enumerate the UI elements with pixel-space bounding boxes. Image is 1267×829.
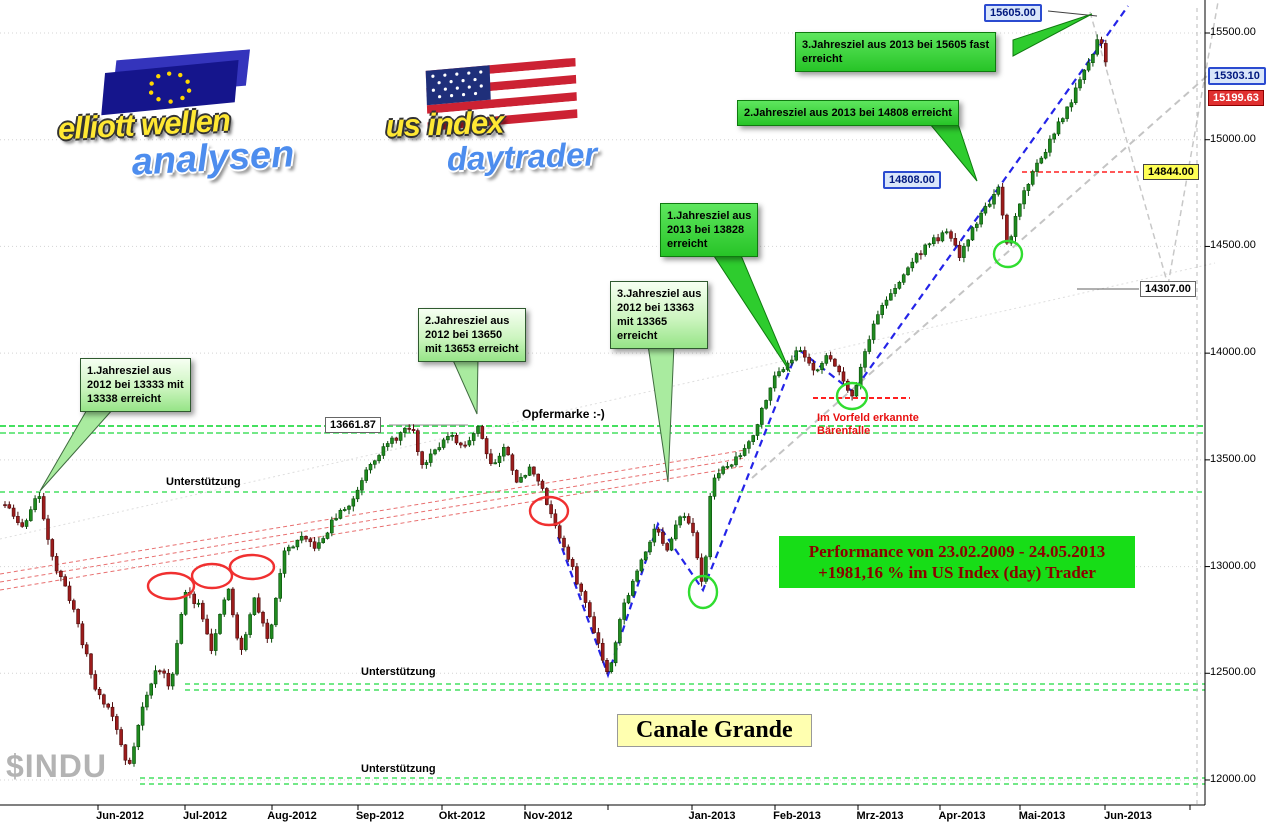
highlight-circle (190, 562, 234, 590)
highlight-circle (146, 571, 196, 601)
highlight-circle (992, 239, 1024, 269)
callout-tail-target-2012-3 (647, 344, 675, 483)
callout-tail-target-2013-3 (1012, 13, 1093, 57)
callout-tail-target-2013-2 (928, 123, 978, 182)
projection-down (1089, 11, 1169, 286)
callout-tail-target-2013-1 (711, 252, 791, 373)
red-trendline-1 (0, 465, 746, 591)
callout-tail-target-2012-2 (451, 357, 479, 415)
callout-tail-target-2012-1 (39, 407, 116, 492)
red-trendline-2 (0, 457, 746, 583)
highlight-circle (835, 381, 869, 411)
highlight-circle (687, 574, 719, 610)
candlestick-series (3, 34, 1108, 767)
elliott-wave-zigzag (556, 5, 1129, 679)
projection-up (1167, 1, 1219, 286)
highlight-circle (528, 495, 570, 527)
red-trendline-3 (0, 449, 746, 575)
highlight-circle (228, 553, 276, 581)
faint-longterm-trend (0, 262, 1216, 540)
canale-grande-channel (751, 67, 1217, 479)
